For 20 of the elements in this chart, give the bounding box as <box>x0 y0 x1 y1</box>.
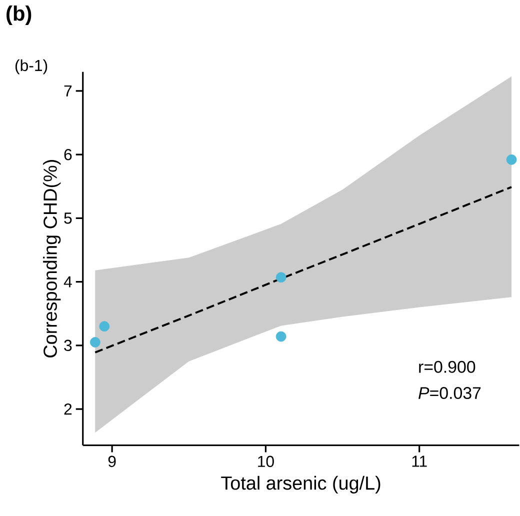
y-tick-label: 5 <box>64 212 72 224</box>
y-tick-label: 4 <box>64 276 72 288</box>
chart-title: (b) <box>6 5 32 25</box>
x-axis-title: Total arsenic (ug/L) <box>221 476 380 494</box>
y-tick-label: 2 <box>64 403 72 414</box>
annotation: r=0.900 <box>419 360 476 373</box>
x-tick-label: 11 <box>412 456 427 467</box>
chart-subtitle: (b-1) <box>15 59 48 74</box>
point <box>276 331 286 342</box>
point <box>276 272 286 282</box>
point <box>99 321 110 332</box>
y-tick-label: 6 <box>64 148 72 160</box>
line-series <box>94 186 513 354</box>
x-tick-label: 10 <box>258 456 274 467</box>
x-tick-label: 9 <box>108 456 116 467</box>
annotation: P=0.037 <box>418 386 481 399</box>
y-tick-label: 3 <box>64 340 72 351</box>
y-axis-title: Corresponding CHD(%) <box>43 160 61 358</box>
y-tick-label: 7 <box>64 85 72 96</box>
point <box>90 336 100 348</box>
